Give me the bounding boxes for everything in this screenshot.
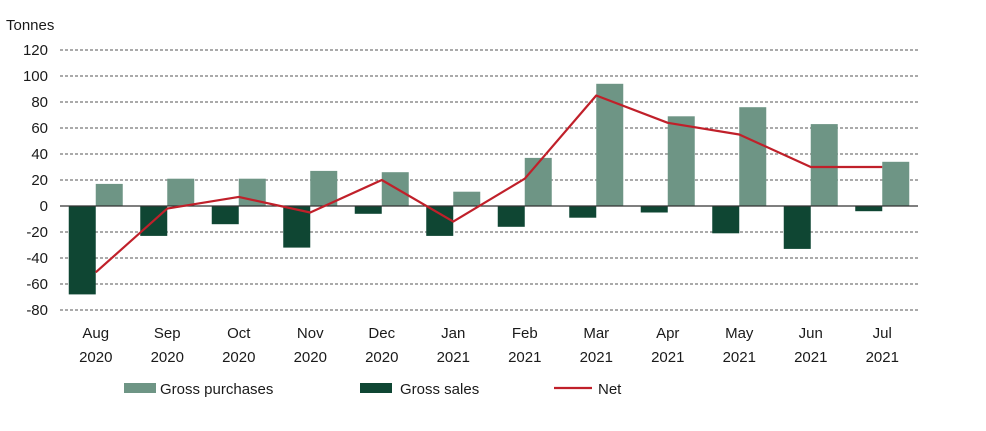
x-category-label: Dec 2020 [365, 325, 398, 366]
legend-label: Gross sales [400, 381, 479, 398]
x-category-year: 2020 [222, 349, 255, 366]
x-category-label: Jun 2021 [794, 325, 827, 366]
x-category-label: Oct 2020 [222, 325, 255, 366]
y-tick-label: 0 [40, 198, 48, 215]
grid-lines [60, 49, 918, 311]
x-category-month: Jul [873, 325, 892, 342]
gross-purchases-bar [810, 124, 838, 206]
y-tick-label: 100 [23, 68, 48, 85]
gross-purchases-bar [739, 107, 767, 206]
x-category-year: 2021 [651, 349, 684, 366]
gross-sales-bar [68, 206, 96, 295]
net-line [95, 94, 883, 274]
gross-purchases-bar [167, 178, 195, 206]
gross-purchases-bar [596, 83, 624, 206]
y-tick-label: -80 [26, 302, 48, 319]
gross-sales-bar [712, 206, 740, 234]
x-category-year: 2021 [794, 349, 827, 366]
x-category-year: 2021 [437, 349, 470, 366]
x-category-label: Apr 2021 [651, 325, 684, 366]
x-category-label: Mar 2021 [580, 325, 613, 366]
x-category-year: 2020 [151, 349, 184, 366]
x-category-label: Jul 2021 [866, 325, 899, 366]
y-tick-label: 80 [31, 94, 48, 111]
gross-sales-bar [426, 206, 454, 236]
gross-purchases-bar [310, 170, 338, 206]
x-category-month: Sep [154, 325, 181, 342]
y-tick-label: 20 [31, 172, 48, 189]
y-tick-label: -20 [26, 224, 48, 241]
x-category-month: Nov [297, 325, 324, 342]
legend-item: Gross purchases [124, 381, 273, 398]
y-tick-label: 60 [31, 120, 48, 137]
gross-sales-bar [283, 206, 311, 248]
legend-swatch [360, 383, 392, 393]
gross-purchases-bar [95, 183, 123, 206]
x-category-month: Mar [583, 325, 609, 342]
x-category-year: 2021 [508, 349, 541, 366]
x-category-month: Feb [512, 325, 538, 342]
x-category-year: 2021 [580, 349, 613, 366]
x-category-month: May [725, 325, 754, 342]
x-category-month: Aug [82, 325, 109, 342]
y-tick-label: 120 [23, 42, 48, 59]
x-category-year: 2020 [79, 349, 112, 366]
legend-swatch [124, 383, 156, 393]
y-axis-title: Tonnes [6, 17, 54, 34]
gross-sales-bar [354, 206, 382, 214]
legend: Gross purchases Gross sales Net [124, 381, 622, 398]
x-category-month: Jun [799, 325, 823, 342]
x-category-month: Jan [441, 325, 465, 342]
y-axis-ticks: 120 100 80 60 40 20 0 -20 -40 -60 -80 [23, 42, 48, 319]
gross-sales-bar [855, 206, 883, 212]
x-category-year: 2021 [723, 349, 756, 366]
x-category-year: 2021 [866, 349, 899, 366]
x-category-label: Nov 2020 [294, 325, 327, 366]
net-line-series [95, 94, 883, 274]
bars [68, 83, 910, 295]
gross-purchases-bar [524, 157, 552, 206]
y-tick-label: -40 [26, 250, 48, 267]
gross-purchases-bar [882, 161, 910, 206]
gross-purchases-bar [667, 116, 695, 206]
gross-sales-bar [211, 206, 239, 225]
x-category-month: Oct [227, 325, 251, 342]
x-category-month: Apr [656, 325, 679, 342]
x-category-year: 2020 [365, 349, 398, 366]
gross-sales-bar [497, 206, 525, 227]
legend-item: Gross sales [360, 381, 479, 398]
x-category-label: Feb 2021 [508, 325, 541, 366]
x-category-label: May 2021 [723, 325, 756, 366]
legend-label: Gross purchases [160, 381, 273, 398]
x-axis-categories: Aug 2020 Sep 2020 Oct 2020 Nov 2020 Dec 2020 Jan 20… [79, 325, 899, 366]
gross-sales-bar [569, 206, 597, 218]
x-category-label: Jan 2021 [437, 325, 470, 366]
x-category-label: Aug 2020 [79, 325, 112, 366]
gross-sales-bar [640, 206, 668, 213]
legend-label: Net [598, 381, 622, 398]
gross-sales-bar [783, 206, 811, 249]
x-category-label: Sep 2020 [151, 325, 184, 366]
x-category-month: Dec [368, 325, 395, 342]
legend-item: Net [554, 381, 622, 398]
y-tick-label: -60 [26, 276, 48, 293]
y-tick-label: 40 [31, 146, 48, 163]
gross-purchases-bar [453, 191, 481, 206]
x-category-year: 2020 [294, 349, 327, 366]
